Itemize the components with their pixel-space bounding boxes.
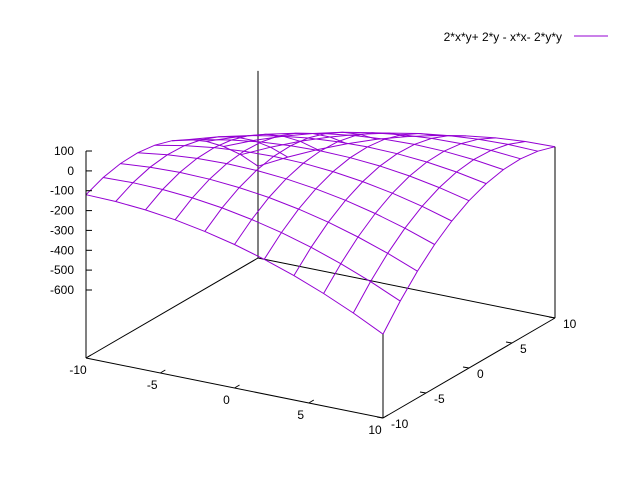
floor-right-edge [257,257,556,319]
z-tick-label: 0 [67,164,74,178]
mesh-line-y [103,177,401,302]
z-tick-label: -500 [50,263,74,277]
surface-mesh [85,131,556,335]
x-tick-label: -5 [147,378,158,392]
y-tick-label: 10 [563,317,577,331]
x-tick [160,369,166,374]
x-tick-label: -10 [69,363,87,377]
y-tick-label: -5 [434,392,445,406]
z-tick-label: -300 [50,223,74,237]
legend-label: 2*x*y+ 2*y - x*x- 2*y*y [444,30,562,44]
mesh-line-y [120,163,418,272]
x-tick [382,414,389,419]
mesh-line-y [223,131,521,160]
mesh-line-y [154,144,453,222]
z-tick-label: -600 [50,283,74,297]
x-tick [308,399,315,404]
y-tick-label: 0 [477,367,484,381]
y-tick [376,416,384,419]
mesh-line-y [189,135,487,185]
legend: 2*x*y+ 2*y - x*x- 2*y*y [444,30,608,44]
x-tick [234,384,240,389]
y-tick [462,366,470,369]
z-tick-label: 100 [54,144,74,158]
y-tick-label: -10 [391,417,409,431]
x-tick-label: 0 [223,393,230,407]
y-tick [505,341,513,344]
x-tick [85,354,92,359]
floor-back-edge [85,257,259,359]
mesh-line-y [240,132,538,156]
mesh-line-y [85,194,384,335]
y-tick-label: 5 [520,342,527,356]
mesh-line-y [137,152,435,245]
y-tick [548,316,556,319]
mesh-line-y [171,139,470,202]
mesh-line-y [257,134,556,167]
mesh-line-y [206,132,504,171]
x-tick-label: 5 [297,408,304,422]
back-axes [85,70,556,359]
z-tick-label: -100 [50,184,74,198]
z-tick-label: -200 [50,204,74,218]
z-tick-label: -400 [50,243,74,257]
x-tick-label: 10 [368,423,382,437]
y-tick [419,391,427,394]
